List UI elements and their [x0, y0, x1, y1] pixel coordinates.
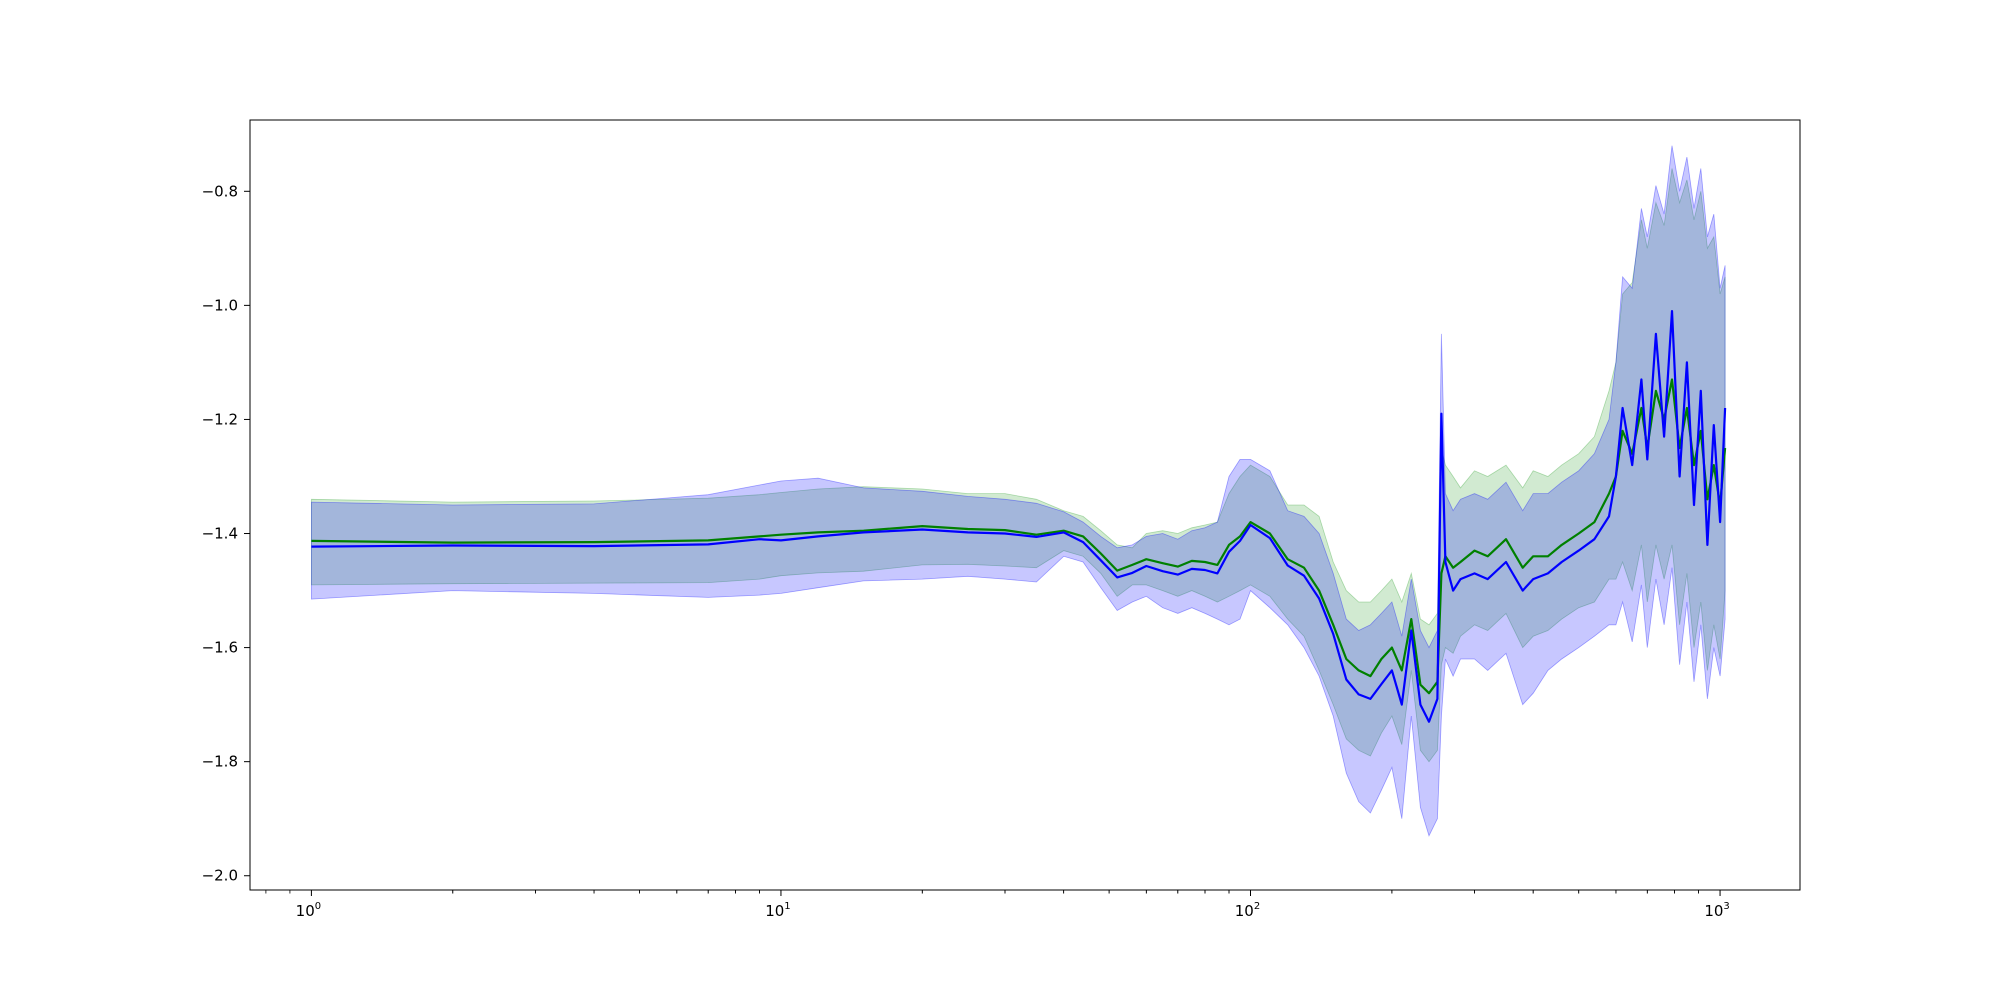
plot-frame: [249, 119, 1801, 891]
x-tick-label: 100: [296, 901, 321, 920]
confidence-bands: [310, 145, 1726, 837]
y-axis: −0.8 −1.0 −1.2 −1.4 −1.6 −1.8 −2.0: [202, 182, 250, 885]
x-tick-label: 101: [765, 901, 790, 920]
x-axis: 100 101 102 103: [265, 890, 1730, 920]
y-tick-label: −1.2: [202, 410, 238, 428]
series-1-line: [311, 378, 1727, 695]
plot-background: [250, 120, 1800, 890]
x-tick-label: 102: [1235, 901, 1260, 920]
y-tick-label: −2.0: [202, 867, 238, 885]
series-2-band: [310, 145, 1726, 837]
series-lines: [311, 310, 1727, 723]
series-1-band: [310, 168, 1726, 763]
y-tick-label: −1.6: [202, 639, 238, 657]
y-tick-label: −1.0: [202, 296, 238, 314]
y-tick-label: −1.4: [202, 525, 238, 543]
y-tick-label: −1.8: [202, 753, 238, 771]
y-tick-label: −0.8: [202, 182, 238, 200]
series-2-line: [311, 310, 1727, 723]
x-tick-label: 103: [1704, 901, 1729, 920]
